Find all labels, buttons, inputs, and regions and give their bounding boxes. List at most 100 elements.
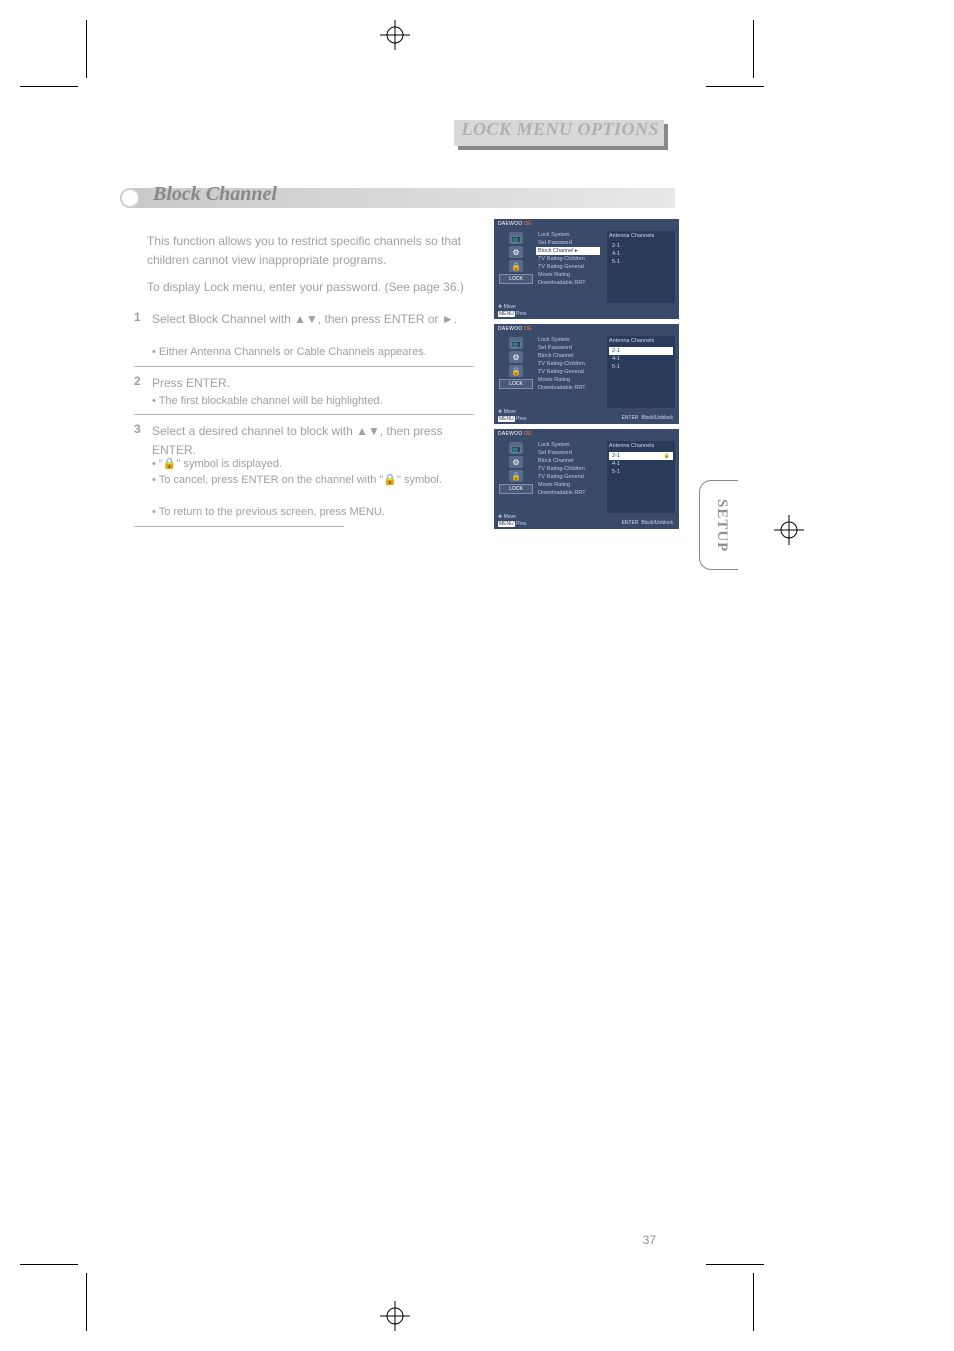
tv-icon: 📺 (509, 232, 523, 244)
page-header: LOCK MENU OPTIONS (461, 119, 659, 140)
osd-menu: Lock System Set Password Block Channel ▸… (536, 231, 600, 287)
step-number: 2 (134, 374, 141, 388)
osd-menu-item: Lock System (536, 231, 600, 239)
chevron-right-icon: ▸ (575, 248, 578, 254)
section-title: Block Channel (153, 183, 277, 206)
osd-menu-item: TV Rating-General (536, 368, 600, 376)
osd-lock-label: LOCK (499, 274, 533, 284)
divider (134, 366, 474, 367)
osd-brand: DAEWOO DE (498, 431, 532, 437)
osd-menu-item: Movie Rating (536, 271, 600, 279)
osd-screenshot-3: DAEWOO DE 📺 ⚙ 🔒 LOCK Lock System Set Pas… (494, 429, 679, 529)
crop-mark (706, 1264, 764, 1265)
osd-left-panel: 📺 ⚙ 🔒 LOCK (498, 231, 534, 285)
osd-channel: 4-1 (609, 460, 673, 468)
osd-channel: 5-1 (609, 468, 673, 476)
osd-channel: 2-1 (609, 242, 673, 250)
osd-channel-highlighted: 2-1 (609, 347, 673, 355)
step-2-text: Press ENTER. (152, 374, 472, 393)
osd-menu-item: Lock System (536, 441, 600, 449)
osd-footer-left: ✥ Move MENU Prev. (498, 514, 527, 527)
step-3-note-a: • "🔒" symbol is displayed. (152, 456, 472, 473)
osd-brand: DAEWOO DE (498, 326, 532, 332)
crop-mark (86, 20, 87, 78)
gear-icon: ⚙ (509, 246, 523, 258)
osd-screenshot-1: DAEWOO DE 📺 ⚙ 🔒 LOCK Lock System Set Pas… (494, 219, 679, 319)
lock-icon: 🔒 (509, 470, 523, 482)
side-tab-label: SETUP (713, 499, 730, 552)
osd-channel-panel: Antenna Channels 2-1 4-1 5-1 (607, 336, 675, 408)
tv-icon: 📺 (509, 337, 523, 349)
section-title-bullet-icon (120, 188, 140, 208)
osd-menu: Lock System Set Password Block Channel T… (536, 441, 600, 497)
page-number: 37 (643, 1233, 656, 1247)
osd-menu-item: Lock System (536, 336, 600, 344)
registration-mark-icon (774, 515, 804, 545)
osd-channel-panel: Antenna Channels 2-1 4-1 5-1 (607, 231, 675, 303)
osd-menu-item: Downloadable RRT (536, 279, 600, 287)
step-1-text: Select Block Channel with ▲▼, then press… (152, 310, 472, 329)
step-3-note-c: • To return to the previous screen, pres… (152, 504, 472, 521)
osd-channel: 4-1 (609, 355, 673, 363)
divider (134, 526, 344, 527)
crop-mark (20, 1264, 78, 1265)
registration-mark-icon (380, 1301, 410, 1331)
osd-menu-item-highlighted: Block Channel ▸ (536, 247, 600, 255)
osd-menu-item: TV Rating-General (536, 473, 600, 481)
osd-footer-left: ✥ Move MENU Prev. (498, 304, 527, 317)
step-1-note: • Either Antenna Channels or Cable Chann… (152, 344, 472, 361)
osd-channel-title: Antenna Channels (609, 338, 673, 344)
osd-channel: 4-1 (609, 250, 673, 258)
osd-footer-right: ENTER Block/Unblock (622, 520, 673, 526)
step-number: 3 (134, 422, 141, 436)
move-icon: ✥ (498, 409, 502, 415)
osd-menu-item: Set Password (536, 344, 600, 352)
osd-footer-left: ✥ Move MENU Prev. (498, 409, 527, 422)
osd-brand: DAEWOO DE (498, 221, 532, 227)
osd-menu-item: Movie Rating (536, 481, 600, 489)
crop-mark (20, 86, 78, 87)
osd-left-panel: 📺 ⚙ 🔒 LOCK (498, 336, 534, 390)
step-3-line1: Select a desired channel to block with ▲… (152, 424, 443, 457)
osd-footer-right: ENTER Block/Unblock (622, 415, 673, 421)
step-2-note: • The first blockable channel will be hi… (152, 393, 472, 410)
osd-channel-panel: Antenna Channels 2-1 4-1 5-1 (607, 441, 675, 513)
osd-channel: 5-1 (609, 258, 673, 266)
gear-icon: ⚙ (509, 456, 523, 468)
osd-lock-label: LOCK (499, 484, 533, 494)
osd-menu-item: Downloadable RRT (536, 384, 600, 392)
osd-left-panel: 📺 ⚙ 🔒 LOCK (498, 441, 534, 495)
osd-menu-item: TV Rating-Children (536, 255, 600, 263)
crop-mark (86, 1273, 87, 1331)
step-3-note-b: • To cancel, press ENTER on the channel … (152, 472, 472, 489)
osd-channel-highlighted-locked: 2-1 (609, 452, 673, 460)
intro-paragraph-2: To display Lock menu, enter your passwor… (147, 278, 477, 297)
move-icon: ✥ (498, 304, 502, 310)
crop-mark (706, 86, 764, 87)
osd-menu-item: Set Password (536, 449, 600, 457)
osd-menu-item: TV Rating-Children (536, 360, 600, 368)
lock-icon (664, 453, 670, 459)
step-number: 1 (134, 310, 141, 324)
registration-mark-icon (380, 20, 410, 50)
osd-channel-title: Antenna Channels (609, 233, 673, 239)
osd-menu-item: Movie Rating (536, 376, 600, 384)
move-icon: ✥ (498, 514, 502, 520)
osd-channel-title: Antenna Channels (609, 443, 673, 449)
osd-channel: 5-1 (609, 363, 673, 371)
intro-paragraph-1: This function allows you to restrict spe… (147, 232, 477, 269)
osd-menu: Lock System Set Password Block Channel T… (536, 336, 600, 392)
lock-icon: 🔒 (509, 365, 523, 377)
osd-lock-label: LOCK (499, 379, 533, 389)
osd-menu-item: Downloadable RRT (536, 489, 600, 497)
menu-icon: MENU (498, 311, 515, 317)
crop-mark (753, 20, 754, 78)
menu-icon: MENU (498, 416, 515, 422)
osd-menu-item: TV Rating-General (536, 263, 600, 271)
tv-icon: 📺 (509, 442, 523, 454)
gear-icon: ⚙ (509, 351, 523, 363)
osd-menu-item: Block Channel (536, 352, 600, 360)
osd-menu-item: TV Rating-Children (536, 465, 600, 473)
lock-icon: 🔒 (509, 260, 523, 272)
divider (134, 414, 474, 415)
